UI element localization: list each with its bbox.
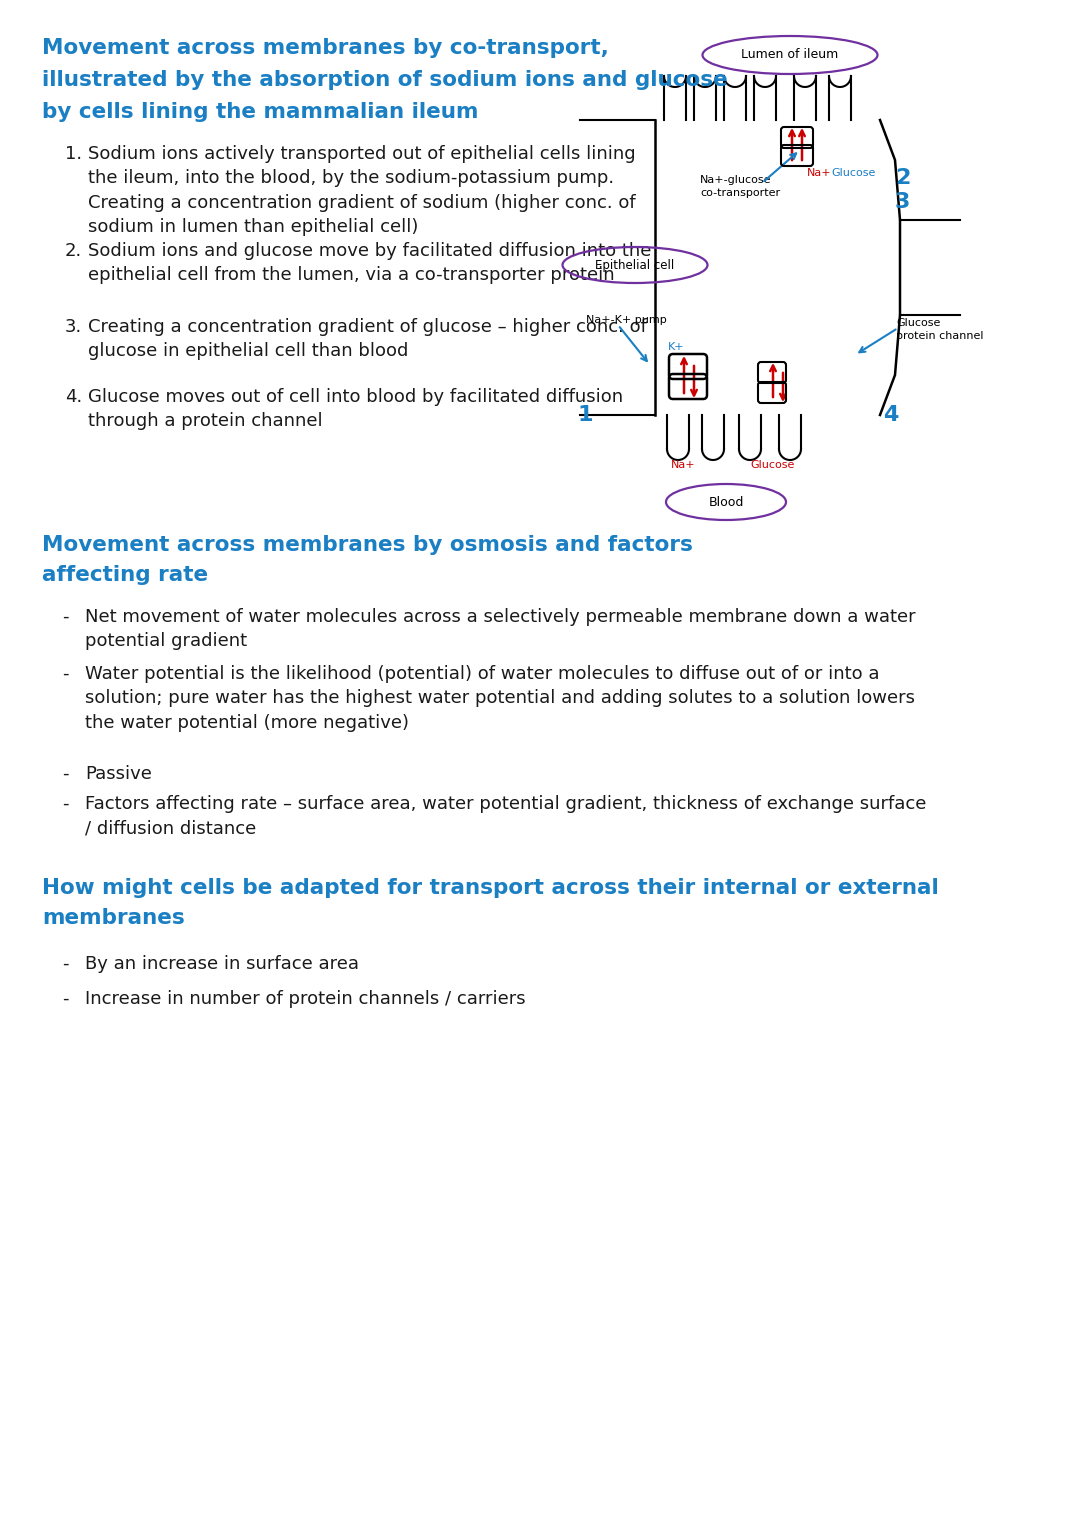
Text: Epithelial cell: Epithelial cell bbox=[595, 258, 675, 272]
Text: by cells lining the mammalian ileum: by cells lining the mammalian ileum bbox=[42, 102, 478, 122]
Text: Blood: Blood bbox=[708, 495, 744, 509]
Text: Na+: Na+ bbox=[671, 460, 696, 471]
Text: Movement across membranes by co-transport,: Movement across membranes by co-transpor… bbox=[42, 38, 609, 58]
Text: affecting rate: affecting rate bbox=[42, 565, 208, 585]
Text: Glucose
protein channel: Glucose protein channel bbox=[896, 318, 984, 341]
Text: Creating a concentration gradient of glucose – higher conc. of
glucose in epithe: Creating a concentration gradient of glu… bbox=[87, 318, 647, 361]
Text: illustrated by the absorption of sodium ions and glucose: illustrated by the absorption of sodium … bbox=[42, 70, 728, 90]
Text: 2.: 2. bbox=[65, 241, 82, 260]
Text: -: - bbox=[62, 665, 68, 683]
Text: Glucose moves out of cell into blood by facilitated diffusion
through a protein : Glucose moves out of cell into blood by … bbox=[87, 388, 623, 431]
Text: Movement across membranes by osmosis and factors: Movement across membranes by osmosis and… bbox=[42, 535, 693, 555]
Text: Na+-K+ pump: Na+-K+ pump bbox=[586, 315, 666, 325]
Text: Sodium ions actively transported out of epithelial cells lining
the ileum, into : Sodium ions actively transported out of … bbox=[87, 145, 636, 235]
Text: 3: 3 bbox=[895, 193, 910, 212]
Text: -: - bbox=[62, 608, 68, 626]
Text: membranes: membranes bbox=[42, 908, 185, 927]
Text: co-transporter: co-transporter bbox=[700, 188, 780, 199]
Text: -: - bbox=[62, 990, 68, 1008]
Text: Glucose: Glucose bbox=[751, 460, 795, 471]
Text: Increase in number of protein channels / carriers: Increase in number of protein channels /… bbox=[85, 990, 526, 1008]
Text: -: - bbox=[62, 766, 68, 782]
Text: Glucose: Glucose bbox=[831, 168, 876, 177]
Text: Sodium ions and glucose move by facilitated diffusion into the
epithelial cell f: Sodium ions and glucose move by facilita… bbox=[87, 241, 651, 284]
Text: Na+: Na+ bbox=[807, 168, 832, 177]
Text: 4.: 4. bbox=[65, 388, 82, 406]
Text: 4: 4 bbox=[883, 405, 899, 425]
Text: Lumen of ileum: Lumen of ileum bbox=[741, 49, 839, 61]
Text: Na+-glucose: Na+-glucose bbox=[700, 176, 771, 185]
Text: 2: 2 bbox=[895, 168, 910, 188]
Text: -: - bbox=[62, 795, 68, 813]
Text: 1: 1 bbox=[578, 405, 594, 425]
Text: By an increase in surface area: By an increase in surface area bbox=[85, 955, 359, 973]
Text: Net movement of water molecules across a selectively permeable membrane down a w: Net movement of water molecules across a… bbox=[85, 608, 916, 651]
Text: 3.: 3. bbox=[65, 318, 82, 336]
Text: Water potential is the likelihood (potential) of water molecules to diffuse out : Water potential is the likelihood (poten… bbox=[85, 665, 915, 732]
Text: K+: K+ bbox=[669, 342, 685, 351]
Text: Passive: Passive bbox=[85, 766, 152, 782]
Text: Factors affecting rate – surface area, water potential gradient, thickness of ex: Factors affecting rate – surface area, w… bbox=[85, 795, 927, 837]
Text: -: - bbox=[62, 955, 68, 973]
Text: 1.: 1. bbox=[65, 145, 82, 163]
Text: How might cells be adapted for transport across their internal or external: How might cells be adapted for transport… bbox=[42, 879, 939, 898]
